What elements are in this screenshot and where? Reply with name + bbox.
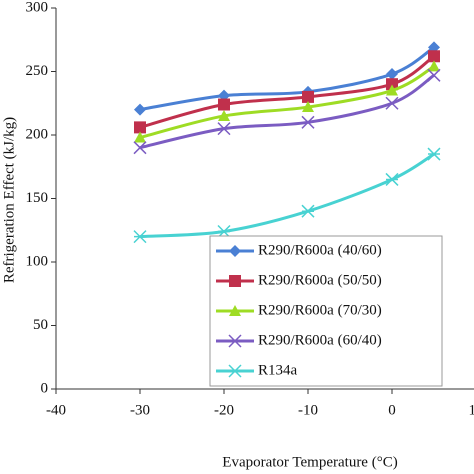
y-tick-label: 300: [26, 0, 49, 15]
y-tick-label: 250: [26, 63, 49, 79]
x-tick-label: -40: [46, 402, 66, 418]
marker: [218, 109, 230, 121]
x-tick-label: 10: [469, 402, 474, 418]
marker: [229, 305, 241, 316]
marker: [134, 103, 146, 116]
marker: [385, 96, 399, 110]
series-line: [139, 152, 435, 239]
x-tick-label: -30: [130, 402, 150, 418]
marker: [301, 204, 315, 218]
x-tick-label: 0: [388, 402, 396, 418]
marker: [427, 147, 441, 161]
marker: [217, 122, 231, 136]
legend-label: R290/R600a (50/50): [258, 272, 382, 288]
y-tick-label: 50: [33, 317, 48, 333]
marker: [134, 121, 146, 134]
marker: [386, 68, 398, 81]
x-tick-label: -20: [214, 402, 234, 418]
y-tick-label: 150: [26, 190, 49, 206]
marker: [229, 245, 241, 257]
marker: [386, 84, 398, 96]
marker: [218, 98, 230, 111]
y-axis-label: Refrigeration Effect (kJ/kg): [1, 117, 17, 283]
marker: [134, 131, 146, 143]
legend-label: R290/R600a (60/40): [258, 332, 382, 348]
x-tick-label: -10: [298, 402, 318, 418]
marker: [385, 172, 399, 186]
marker: [428, 60, 440, 72]
marker: [133, 141, 147, 155]
marker: [229, 275, 241, 287]
legend-label: R134a: [258, 362, 298, 378]
legend-label: R290/R600a (40/60): [258, 242, 382, 258]
legend-label: R290/R600a (70/30): [258, 302, 382, 318]
marker: [228, 364, 242, 378]
marker: [427, 68, 441, 82]
marker: [302, 90, 314, 103]
marker: [301, 115, 315, 129]
y-tick-label: 100: [26, 253, 49, 269]
y-tick-label: 0: [41, 380, 49, 396]
marker: [386, 78, 398, 91]
marker: [133, 230, 147, 244]
marker: [428, 50, 440, 63]
y-tick-label: 200: [26, 126, 49, 142]
marker: [228, 334, 242, 348]
x-axis-label: Evaporator Temperature (°C): [222, 454, 397, 470]
marker: [302, 101, 314, 113]
